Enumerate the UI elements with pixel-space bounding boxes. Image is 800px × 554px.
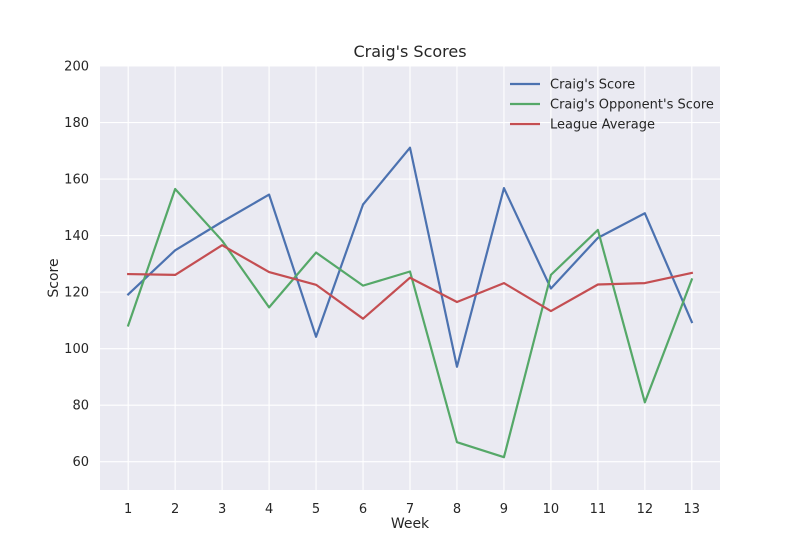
x-tick-label: 6 xyxy=(359,502,367,517)
y-axis-label: Score xyxy=(46,258,62,297)
legend-entry: Craig's Score xyxy=(510,78,635,93)
y-tick-label: 100 xyxy=(64,342,89,357)
series-lines xyxy=(126,146,694,459)
series-line-3 xyxy=(127,244,694,320)
legend-label: Craig's Score xyxy=(550,78,635,93)
x-tick-label: 4 xyxy=(265,502,273,517)
chart-title: Craig's Scores xyxy=(353,42,466,61)
x-tick-label: 7 xyxy=(406,502,414,517)
y-tick-label: 180 xyxy=(64,116,89,131)
series-line-1 xyxy=(126,146,694,368)
x-tick-label: 5 xyxy=(312,502,320,517)
x-tick-label: 8 xyxy=(453,502,461,517)
x-tick-label: 11 xyxy=(590,502,607,517)
y-tick-label: 140 xyxy=(64,229,89,244)
x-tick-label: 9 xyxy=(500,502,508,517)
legend-entry: Craig's Opponent's Score xyxy=(510,98,714,113)
series-line-2 xyxy=(126,187,694,459)
legend: Craig's Score Craig's Opponent's Score Lea… xyxy=(510,78,714,133)
x-tick-label: 1 xyxy=(124,502,132,517)
x-tick-label: 13 xyxy=(684,502,701,517)
y-tick-label: 80 xyxy=(72,399,89,414)
x-tick-label: 2 xyxy=(171,502,179,517)
legend-label: League Average xyxy=(550,118,655,133)
x-axis-label: Week xyxy=(391,516,430,532)
y-tick-label: 200 xyxy=(64,60,89,75)
x-tick-label: 10 xyxy=(543,502,560,517)
y-tick-label: 120 xyxy=(64,286,89,301)
legend-entry: League Average xyxy=(510,118,655,133)
x-tick-label: 3 xyxy=(218,502,226,517)
x-tick-label: 12 xyxy=(637,502,654,517)
legend-label: Craig's Opponent's Score xyxy=(550,98,714,113)
y-tick-label: 60 xyxy=(72,455,89,470)
y-tick-label: 160 xyxy=(64,173,89,188)
